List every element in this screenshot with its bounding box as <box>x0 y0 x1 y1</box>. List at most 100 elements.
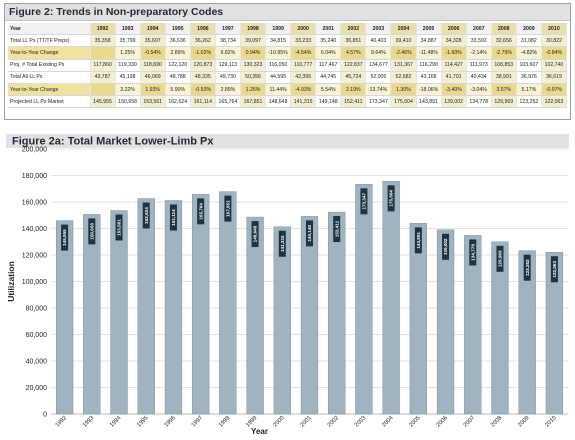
table-cell: 161,114 <box>190 95 216 109</box>
bar <box>328 211 346 415</box>
table-row-label: Projected LL Px Market <box>8 95 91 109</box>
table-cell: 46,069 <box>140 71 166 84</box>
table-cell: 34,887 <box>416 34 442 48</box>
table-cell: 48,335 <box>190 71 216 84</box>
table-cell: 2.19% <box>340 83 367 97</box>
y-tick-label: 60,000 <box>26 332 48 339</box>
table-cell: 1.30% <box>390 83 417 97</box>
table-cell: 38,734 <box>215 34 241 48</box>
bar <box>436 229 455 415</box>
x-axis-label: Year <box>251 427 268 436</box>
table-row-label: Total LL Px (TT/TF Preps) <box>8 34 91 48</box>
table-row-label: Year-to-Year Change <box>8 46 91 60</box>
table-cell: 131,367 <box>390 59 417 72</box>
x-tick-label: 1996 <box>163 415 176 428</box>
data-label: 161,114 <box>171 209 176 226</box>
data-label: 150,658 <box>89 223 94 240</box>
chart-title: Figure 2a: Total Market Lower-Limb Px <box>12 136 214 148</box>
y-tick-label: 200,000 <box>22 147 47 154</box>
bar <box>464 235 482 415</box>
bar <box>192 194 210 415</box>
table-cell: 130,323 <box>240 59 267 72</box>
data-label: 143,891 <box>416 232 421 249</box>
market-chart-panel: Figure 2a: Total Market Lower-Limb Px 0 20… <box>4 134 571 436</box>
data-label: 134,778 <box>470 244 475 261</box>
table-row: Total All LL Px 43,787 45,198 46,069 48,788 4… <box>8 71 568 84</box>
table-year-header: 2003 <box>365 23 392 36</box>
table-cell: 120,873 <box>190 59 216 72</box>
table-cell: 6.82% <box>215 46 241 60</box>
bar <box>246 216 264 415</box>
table-cell: 2.89% <box>165 46 191 60</box>
table-cell: -0.93% <box>190 83 216 97</box>
data-label-box <box>251 221 259 248</box>
table-header-label: Year <box>8 23 91 36</box>
bar <box>137 198 155 415</box>
table-cell <box>90 83 116 97</box>
table-year-header: 1994 <box>140 23 166 36</box>
table-cell: 118,690 <box>140 59 166 72</box>
table-cell: 145,955 <box>90 95 116 109</box>
bar <box>83 214 101 415</box>
table-year-header: 1996 <box>190 23 216 36</box>
data-label-box <box>496 245 504 272</box>
table-year-header: 2010 <box>541 23 568 36</box>
table-header-row: Year 1992 1993 1994 1995 1996 1997 1998 1999 2000… <box>8 23 568 36</box>
data-label: 139,002 <box>443 238 448 255</box>
data-label-box <box>61 224 69 251</box>
data-label-box <box>469 239 477 266</box>
table-cell: 6.04% <box>315 46 342 60</box>
table-row: Year-to-Year Change 3.22% 1.93% 5.90% -0.93%… <box>8 83 568 97</box>
x-tick-label: 1997 <box>191 415 204 428</box>
table-cell: -0.97% <box>541 83 568 97</box>
x-tick-label: 1992 <box>55 415 68 428</box>
table-cell: 0.94% <box>240 46 267 60</box>
table-year-header: 2002 <box>340 23 367 36</box>
table-cell: 39,410 <box>390 34 417 48</box>
table-cell: 35,799 <box>115 34 141 48</box>
data-label-box <box>333 216 341 243</box>
table-year-header: 2009 <box>516 23 542 36</box>
chart-title-band <box>6 134 569 148</box>
table-cell: -2.46% <box>390 46 417 60</box>
table-cell: 44,595 <box>265 71 292 84</box>
table-cell: 11.44% <box>265 83 292 97</box>
data-label: 165,764 <box>198 203 203 220</box>
table-cell: 36,262 <box>190 34 216 48</box>
table-cell: -3.04% <box>466 83 492 97</box>
table-cell: 1.25% <box>115 46 141 60</box>
table-cell: 45,198 <box>115 71 141 84</box>
bar <box>382 181 400 415</box>
table-cell: 45,724 <box>340 71 367 84</box>
table-title: Figure 2: Trends in Non-preparatory Code… <box>5 4 570 21</box>
x-tick-label: 2003 <box>354 415 367 428</box>
table-cell: 150,658 <box>115 95 141 109</box>
table-cell: -11.48% <box>416 46 442 60</box>
table-row: Proj. # Total Existing Px 117,860 119,330 1… <box>8 59 568 72</box>
table-year-header: 2001 <box>315 23 342 36</box>
data-label: 145,955 <box>62 229 67 246</box>
table-cell: 36,851 <box>340 34 367 48</box>
table-cell: 110,777 <box>290 59 317 72</box>
table-year-header: 2008 <box>491 23 517 36</box>
table-cell: -0.84% <box>541 46 568 60</box>
table-cell: 5.54% <box>315 83 342 97</box>
table-cell: 50,356 <box>240 71 267 84</box>
bar <box>273 226 291 415</box>
data-label: 123,252 <box>525 259 530 276</box>
table-cell: 129,113 <box>215 59 241 72</box>
y-tick-label: 0 <box>43 412 47 419</box>
table-cell: 103,607 <box>516 59 542 72</box>
table-cell: 134,778 <box>466 95 492 109</box>
table-year-header: 1993 <box>115 23 141 36</box>
bar <box>518 250 536 415</box>
x-tick-label: 2006 <box>436 415 449 428</box>
table-cell: 102,740 <box>541 59 568 72</box>
table-cell: 116,290 <box>416 59 442 72</box>
table-cell: 108,853 <box>491 59 517 72</box>
x-tick-label: 2005 <box>408 415 421 428</box>
table-cell: 52,005 <box>365 71 392 84</box>
table-row: Year-to-Year Change 1.25% -0.54% 2.89% -1.02… <box>8 46 568 60</box>
data-label-box <box>142 202 150 229</box>
table-cell: 35,358 <box>90 34 116 48</box>
